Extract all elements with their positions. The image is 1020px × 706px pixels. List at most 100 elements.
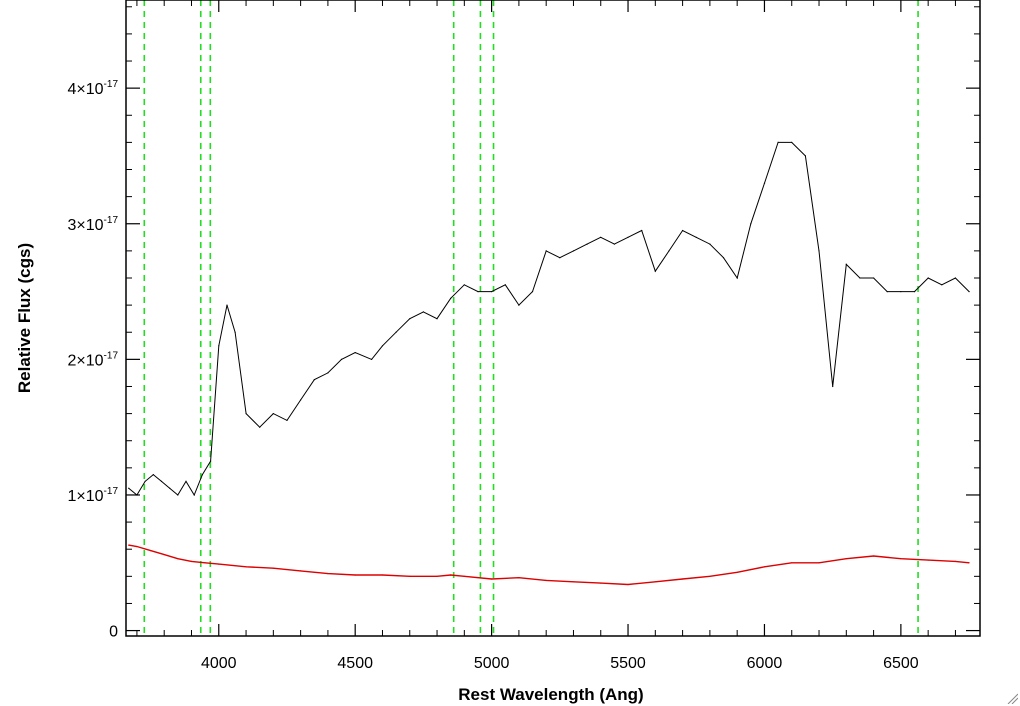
y-tick-label: 3×10-17	[68, 215, 119, 234]
x-tick-label: 6500	[883, 655, 919, 672]
series-1-point-35	[954, 560, 957, 563]
series-0-point-29	[450, 297, 452, 299]
series-0-point-27	[422, 311, 424, 313]
series-0-point-10	[210, 460, 212, 462]
series-0-point-36	[545, 250, 547, 252]
series-0-point-62	[900, 291, 902, 293]
series-1-point-12	[354, 574, 356, 576]
x-axis-title: Rest Wavelength (Ang)	[458, 685, 643, 704]
series-1-point-31	[845, 558, 847, 560]
series-0-point-49	[722, 257, 725, 259]
resize-grip-icon[interactable]	[1006, 692, 1018, 704]
series-1-point-21	[572, 581, 575, 583]
series-0-point-59	[859, 277, 861, 279]
series-1-point-4	[177, 558, 179, 560]
series-0-point-42	[627, 236, 629, 238]
series-0-point-9	[201, 474, 203, 476]
series-layer	[128, 141, 970, 586]
series-0-point-20	[327, 372, 329, 374]
y-tick-labels: 0 1×10-17 2×10-17 3×10-17 4×10-17	[68, 79, 119, 640]
axis-ticks	[126, 0, 980, 636]
series-0-point-65	[941, 284, 943, 286]
series-0-point-6	[177, 494, 179, 496]
y-tick-label: 1×10-17	[68, 486, 119, 505]
x-tick-label: 5500	[610, 655, 646, 672]
series-1-point-23	[627, 583, 629, 586]
series-line-1	[128, 544, 970, 586]
series-0-point-66	[954, 277, 957, 279]
series-1-point-8	[245, 566, 247, 568]
series-0-point-15	[259, 426, 261, 428]
series-0-point-43	[641, 229, 643, 232]
series-0-point-28	[436, 318, 438, 320]
series-0-point-40	[600, 236, 602, 238]
series-0-point-60	[873, 277, 875, 279]
series-0-point-2	[144, 480, 146, 482]
series-1-point-15	[436, 575, 438, 577]
series-1-point-9	[272, 567, 274, 569]
emission-line-markers	[143, 0, 919, 636]
y-tick-label: 2×10-17	[68, 350, 119, 369]
series-0-point-53	[777, 141, 779, 143]
series-0-point-16	[272, 413, 274, 415]
series-0-point-21	[340, 358, 343, 360]
series-1-point-25	[682, 578, 684, 580]
series-0-point-31	[477, 291, 479, 293]
series-1-point-32	[873, 555, 875, 557]
series-0-point-32	[491, 291, 493, 293]
y-tick-label: 4×10-17	[68, 79, 119, 98]
series-1-point-26	[709, 575, 711, 577]
series-line-0	[128, 141, 970, 497]
series-0-point-17	[286, 419, 288, 421]
series-1-point-1	[136, 545, 138, 548]
series-1-point-29	[791, 562, 793, 564]
series-0-point-12	[226, 304, 228, 306]
series-0-point-47	[695, 236, 697, 238]
series-0-point-13	[234, 331, 236, 333]
series-0-point-3	[152, 474, 154, 476]
series-1-point-10	[300, 570, 302, 572]
series-0-point-56	[818, 250, 820, 252]
plot-frame	[125, 0, 981, 637]
x-tick-label: 6000	[747, 655, 783, 672]
series-0-point-63	[913, 291, 916, 293]
series-1-point-27	[736, 571, 738, 573]
series-1-point-5	[190, 560, 193, 563]
series-1-point-33	[900, 558, 902, 560]
series-0-point-23	[371, 358, 373, 360]
series-1-point-19	[518, 577, 520, 579]
series-1-point-20	[545, 579, 547, 582]
series-0-point-38	[572, 250, 575, 252]
series-0-point-11	[218, 345, 220, 347]
series-0-point-26	[409, 318, 411, 320]
series-0-point-54	[791, 141, 793, 143]
series-0-point-30	[463, 284, 465, 286]
series-0-point-35	[531, 291, 534, 293]
x-tick-label: 4000	[201, 655, 237, 672]
series-0-point-25	[395, 331, 397, 333]
series-0-point-19	[313, 379, 315, 381]
series-1-point-24	[654, 581, 656, 583]
y-tick-label: 0	[109, 624, 118, 641]
series-0-point-55	[804, 155, 807, 157]
series-1-point-7	[218, 563, 220, 565]
series-0-point-46	[682, 229, 684, 232]
series-1-point-2	[150, 550, 152, 552]
series-0-point-48	[709, 243, 711, 245]
series-1-point-11	[327, 573, 329, 575]
series-0-point-44	[654, 270, 656, 272]
series-1-point-0	[128, 544, 130, 546]
series-1-point-28	[763, 566, 766, 568]
series-0-point-51	[750, 223, 752, 225]
series-0-point-52	[763, 182, 766, 184]
series-1-point-18	[491, 578, 493, 580]
series-1-point-36	[968, 562, 970, 564]
series-0-point-5	[169, 487, 171, 489]
series-1-point-17	[463, 575, 465, 577]
series-0-point-0	[128, 487, 130, 489]
series-0-point-18	[300, 399, 302, 401]
series-0-point-33	[504, 284, 506, 286]
series-1-point-13	[381, 574, 384, 576]
series-0-point-41	[613, 243, 616, 245]
